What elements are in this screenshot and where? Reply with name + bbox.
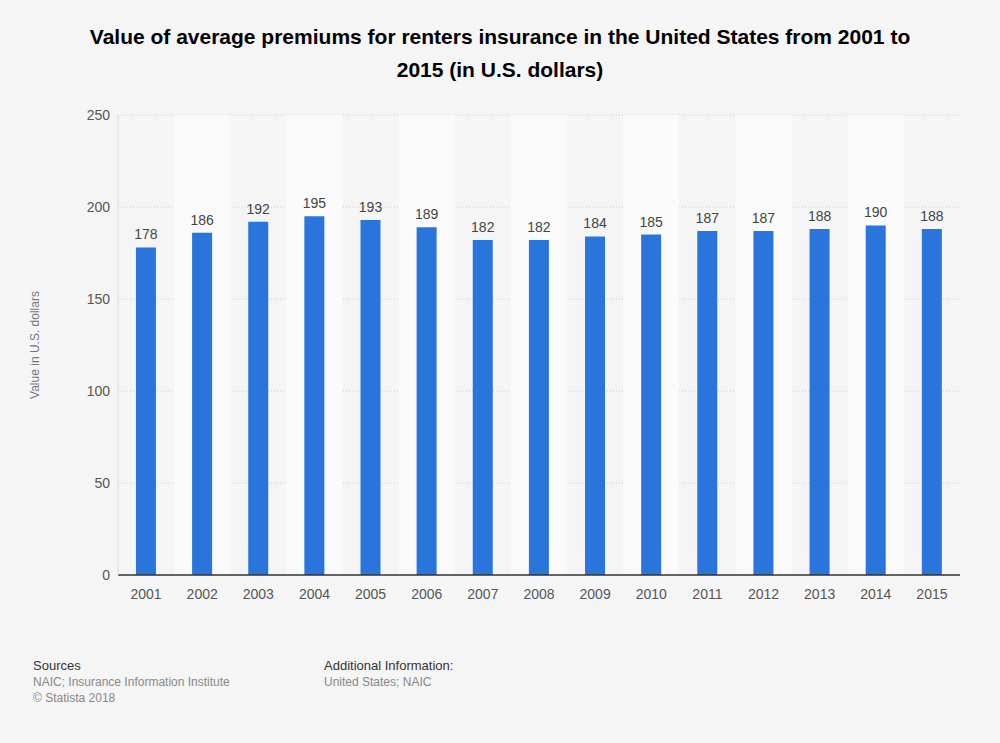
svg-text:200: 200: [87, 199, 111, 215]
svg-text:187: 187: [752, 210, 776, 226]
svg-text:2015: 2015: [916, 586, 947, 602]
svg-text:182: 182: [471, 219, 495, 235]
svg-text:186: 186: [190, 212, 214, 228]
svg-text:195: 195: [303, 195, 327, 211]
svg-text:190: 190: [864, 204, 888, 220]
html-text:Value of average premiums for: Value of average premiums for renters in…: [89, 25, 911, 81]
svg-text:184: 184: [583, 215, 607, 231]
svg-text:2008: 2008: [523, 586, 554, 602]
svg-text:2001: 2001: [130, 586, 161, 602]
svg-text:2010: 2010: [636, 586, 667, 602]
html-text:© Statista 2018: © Statista 2018: [33, 691, 116, 705]
svg-text:2007: 2007: [467, 586, 498, 602]
svg-text:178: 178: [134, 226, 158, 242]
svg-text:2012: 2012: [748, 586, 779, 602]
svg-text:188: 188: [920, 208, 944, 224]
svg-text:189: 189: [415, 206, 439, 222]
svg-text:2006: 2006: [411, 586, 442, 602]
svg-text:2009: 2009: [580, 586, 611, 602]
html-text:Sources: Sources: [33, 658, 81, 673]
svg-text:2004: 2004: [299, 586, 330, 602]
html-text:Additional Information:: Additional Information:: [324, 658, 454, 673]
svg-text:50: 50: [94, 475, 110, 491]
svg-text:2011: 2011: [692, 586, 722, 602]
svg-text:150: 150: [87, 291, 111, 307]
svg-text:182: 182: [527, 219, 551, 235]
svg-text:2002: 2002: [187, 586, 218, 602]
svg-text:250: 250: [87, 107, 111, 123]
svg-text:2014: 2014: [860, 586, 891, 602]
html-text:NAIC; Insurance Information In: NAIC; Insurance Information Institute: [33, 675, 230, 689]
svg-text:187: 187: [696, 210, 720, 226]
svg-text:185: 185: [639, 214, 663, 230]
svg-text:100: 100: [87, 383, 111, 399]
svg-text:188: 188: [808, 208, 832, 224]
svg-text:193: 193: [359, 199, 383, 215]
svg-text:2005: 2005: [355, 586, 386, 602]
svg-text:192: 192: [247, 201, 271, 217]
svg-text:2013: 2013: [804, 586, 835, 602]
svg-text:2003: 2003: [243, 586, 274, 602]
html-text:United States; NAIC: United States; NAIC: [324, 675, 432, 689]
svg-text:0: 0: [102, 567, 110, 583]
svg-text:Value in U.S. dollars: Value in U.S. dollars: [28, 291, 42, 399]
